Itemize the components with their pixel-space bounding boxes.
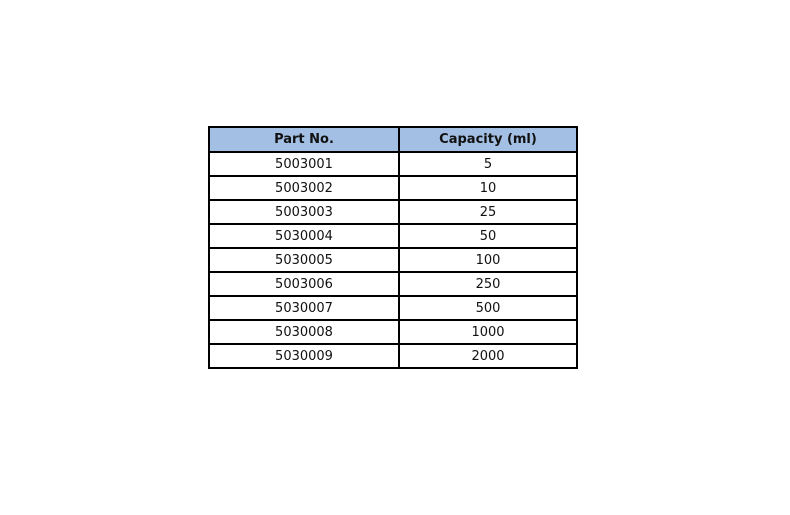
table-body: 5003001 5 5003002 10 5003003 25 5030004 50 50300… bbox=[208, 151, 578, 369]
part-no-cell: 5003002 bbox=[208, 175, 400, 201]
capacity-cell: 10 bbox=[398, 175, 578, 201]
part-no-cell: 5030005 bbox=[208, 247, 400, 273]
table-row: 5003006 250 bbox=[208, 271, 578, 297]
part-no-cell: 5003001 bbox=[208, 151, 400, 177]
capacity-cell: 25 bbox=[398, 199, 578, 225]
parts-table: Part No. Capacity (ml) 5003001 5 5003002 10… bbox=[208, 126, 578, 369]
capacity-cell: 1000 bbox=[398, 319, 578, 345]
table-row: 5003003 25 bbox=[208, 199, 578, 225]
table-row: 5003002 10 bbox=[208, 175, 578, 201]
capacity-cell: 2000 bbox=[398, 343, 578, 369]
part-no-cell: 5030004 bbox=[208, 223, 400, 249]
table-row: 5003001 5 bbox=[208, 151, 578, 177]
table-row: 5030008 1000 bbox=[208, 319, 578, 345]
table-row: 5030009 2000 bbox=[208, 343, 578, 369]
header-capacity: Capacity (ml) bbox=[398, 126, 578, 153]
header-part-no: Part No. bbox=[208, 126, 400, 153]
capacity-cell: 100 bbox=[398, 247, 578, 273]
table-row: 5030004 50 bbox=[208, 223, 578, 249]
part-no-cell: 5003003 bbox=[208, 199, 400, 225]
part-no-cell: 5030008 bbox=[208, 319, 400, 345]
capacity-cell: 250 bbox=[398, 271, 578, 297]
part-no-cell: 5030007 bbox=[208, 295, 400, 321]
capacity-cell: 500 bbox=[398, 295, 578, 321]
part-no-cell: 5003006 bbox=[208, 271, 400, 297]
capacity-cell: 50 bbox=[398, 223, 578, 249]
header-row: Part No. Capacity (ml) bbox=[208, 126, 578, 153]
capacity-cell: 5 bbox=[398, 151, 578, 177]
table-row: 5030007 500 bbox=[208, 295, 578, 321]
table-row: 5030005 100 bbox=[208, 247, 578, 273]
part-no-cell: 5030009 bbox=[208, 343, 400, 369]
